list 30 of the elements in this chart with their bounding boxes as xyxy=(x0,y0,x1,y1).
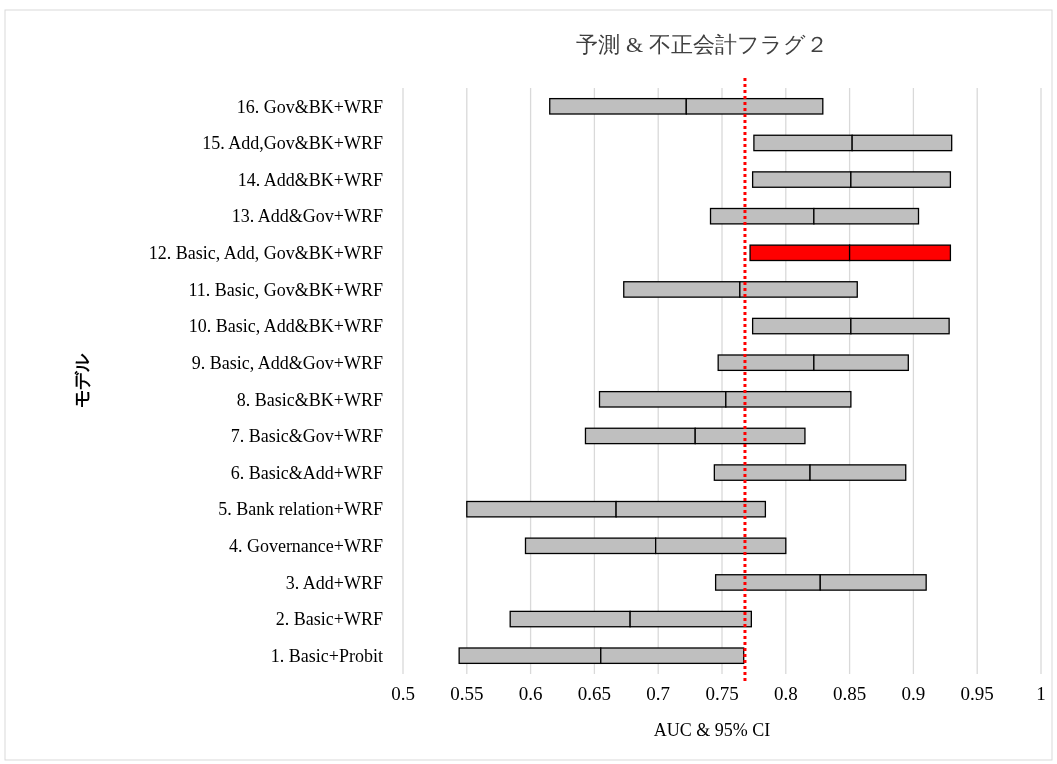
y-tick-label: 8. Basic&BK+WRF xyxy=(236,389,383,410)
y-tick-label: 9. Basic, Add&Gov+WRF xyxy=(191,352,383,373)
x-tick-label: 0.7 xyxy=(646,683,671,704)
x-tick-label: 0.9 xyxy=(901,683,926,704)
y-tick-label: 2. Basic+WRF xyxy=(275,609,383,630)
x-tick-label: 1 xyxy=(1036,683,1046,704)
x-axis-title: AUC & 95% CI xyxy=(653,720,771,740)
y-tick-label: 6. Basic&Add+WRF xyxy=(230,462,383,483)
y-tick-label: 4. Governance+WRF xyxy=(228,536,383,557)
x-tick-label: 0.85 xyxy=(832,683,867,704)
y-tick-label: 12. Basic, Add, Gov&BK+WRF xyxy=(148,243,383,264)
x-tick-label: 0.8 xyxy=(773,683,798,704)
y-axis-title: モデル xyxy=(71,353,92,408)
y-tick-label: 1. Basic+Probit xyxy=(270,645,383,666)
y-tick-label: 7. Basic&Gov+WRF xyxy=(230,426,383,447)
y-tick-label: 11. Basic, Gov&BK+WRF xyxy=(188,279,383,300)
x-tick-label: 0.55 xyxy=(450,683,484,704)
x-tick-label: 0.6 xyxy=(518,683,543,704)
y-tick-label: 3. Add+WRF xyxy=(285,572,383,593)
x-tick-label: 0.95 xyxy=(960,683,994,704)
chart-title: 予測 & 不正会計フラグ２ xyxy=(576,32,828,57)
y-tick-label: 16. Gov&BK+WRF xyxy=(236,96,383,117)
x-tick-label: 0.65 xyxy=(577,683,612,704)
x-tick-label: 0.5 xyxy=(391,683,415,704)
y-tick-label: 14. Add&BK+WRF xyxy=(237,169,383,190)
y-tick-label: 13. Add&Gov+WRF xyxy=(231,206,383,227)
x-tick-label: 0.75 xyxy=(705,683,739,704)
y-tick-label: 10. Basic, Add&BK+WRF xyxy=(188,316,383,337)
y-tick-label: 5. Bank relation+WRF xyxy=(218,499,383,520)
y-tick-label: 15. Add,Gov&BK+WRF xyxy=(202,133,383,154)
